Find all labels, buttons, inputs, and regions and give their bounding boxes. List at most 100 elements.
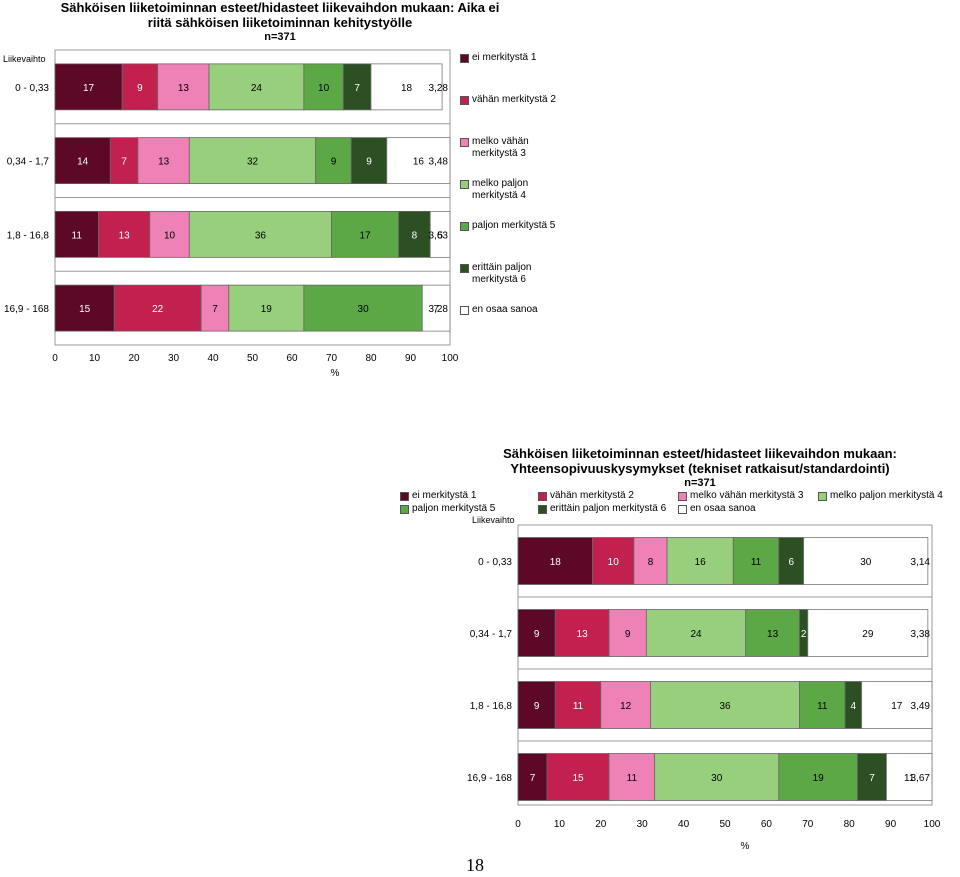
- legend-label: en osaa sanoa: [690, 503, 756, 514]
- data-label: 17: [891, 701, 903, 712]
- bar-segment: [149, 210, 190, 258]
- bar-segment: [370, 63, 443, 111]
- data-label: 14: [77, 157, 89, 168]
- category-label: 1,8 - 16,8: [470, 701, 513, 712]
- bar-segment: [799, 681, 846, 729]
- x-tick-label: 0: [515, 819, 521, 830]
- legend-item: melko vähän merkitystä 3: [678, 490, 803, 502]
- bar-segment: [807, 609, 929, 657]
- bar-segment: [554, 609, 610, 657]
- bar-segment: [778, 753, 858, 801]
- chart1-title-line2: riitä sähköisen liiketoiminnan kehitysty…: [147, 15, 413, 30]
- data-label: 12: [620, 701, 632, 712]
- x-tick-label: 100: [442, 353, 459, 364]
- bar-segment: [861, 681, 933, 729]
- bar-segment: [303, 284, 423, 332]
- x-tick-label: 100: [924, 819, 941, 830]
- average-label: 3,63: [429, 230, 449, 241]
- x-tick-label: 20: [595, 819, 607, 830]
- average-label: 3,49: [911, 701, 931, 712]
- legend-label-line: merkitystä 3: [472, 148, 526, 159]
- legend-swatch: [460, 54, 469, 63]
- legend-label-line: vähän merkitystä 2: [472, 94, 556, 105]
- chart1-title-line1: Sähköisen liiketoiminnan esteet/hidastee…: [60, 0, 500, 15]
- bar-segment: [200, 284, 230, 332]
- data-label: 9: [534, 701, 540, 712]
- bar-segment: [857, 753, 887, 801]
- chart1-title: Sähköisen liiketoiminnan esteet/hidastee…: [50, 0, 510, 45]
- legend-item: melko vähän merkitystä 3: [460, 136, 570, 160]
- data-label: 11: [573, 701, 584, 712]
- data-label: 11: [72, 230, 83, 241]
- bar-segment: [600, 681, 651, 729]
- data-label: 24: [251, 83, 263, 94]
- y-axis-label: Liikevaihto: [3, 54, 46, 64]
- bar-segment: [592, 537, 635, 585]
- data-label: 19: [261, 304, 273, 315]
- legend-swatch: [400, 492, 409, 501]
- x-tick-label: 50: [719, 819, 731, 830]
- x-tick-label: 10: [554, 819, 566, 830]
- average-label: 3,14: [911, 557, 931, 568]
- bar-segment: [331, 210, 400, 258]
- data-label: 11: [817, 701, 828, 712]
- data-label: 19: [813, 773, 825, 784]
- data-label: 36: [255, 230, 267, 241]
- data-label: 10: [164, 230, 176, 241]
- x-tick-label: 70: [802, 819, 814, 830]
- data-label: 13: [767, 629, 779, 640]
- category-label: 0 - 0,33: [478, 557, 512, 568]
- bar-segment: [54, 137, 111, 185]
- x-axis-label: %: [331, 368, 340, 379]
- data-label: 10: [608, 557, 620, 568]
- data-label: 2: [801, 629, 807, 640]
- bar-segment: [121, 63, 159, 111]
- chart2-n-label: n=371: [684, 477, 716, 489]
- bar-segment: [608, 753, 656, 801]
- bar-segment: [113, 284, 202, 332]
- bar-segment: [54, 63, 123, 111]
- legend-swatch: [678, 505, 687, 514]
- data-label: 11: [904, 773, 915, 784]
- legend-label: paljon merkitystä 5: [412, 503, 496, 514]
- x-tick-label: 0: [52, 353, 58, 364]
- chart1-n-label: n=371: [264, 31, 296, 43]
- x-tick-label: 10: [89, 353, 101, 364]
- data-label: 30: [711, 773, 723, 784]
- data-label: 17: [360, 230, 372, 241]
- data-label: 9: [137, 83, 143, 94]
- data-label: 9: [366, 157, 372, 168]
- legend-item: ei merkitystä 1: [400, 490, 476, 502]
- bar-segment: [398, 210, 431, 258]
- bar-segment: [517, 537, 593, 585]
- legend-label-line: en osaa sanoa: [472, 304, 538, 315]
- data-label: 8: [412, 230, 418, 241]
- data-label: 30: [860, 557, 872, 568]
- data-label: 29: [862, 629, 874, 640]
- legend-label-line: erittäin paljon: [472, 262, 532, 273]
- legend-item: melko paljon merkitystä 4: [460, 178, 570, 202]
- data-label: 7: [354, 83, 360, 94]
- bar-segment: [342, 63, 372, 111]
- y-axis-label: Liikevaihto: [472, 515, 515, 525]
- chart2-plot: Liikevaihto 0 - 0,33 18 10 8 16 11 6 30 3,14 0,34 …: [467, 515, 941, 852]
- category-label: 16,9 - 168: [4, 304, 49, 315]
- legend-label: vähän merkitystä 2: [472, 94, 556, 106]
- data-label: 22: [152, 304, 164, 315]
- x-tick-label: 40: [678, 819, 690, 830]
- data-label: 36: [719, 701, 731, 712]
- legend-swatch: [538, 492, 547, 501]
- legend-swatch: [460, 222, 469, 231]
- category-label: 1,8 - 16,8: [7, 230, 50, 241]
- category-label: 16,9 - 168: [467, 773, 512, 784]
- bar-segment: [54, 210, 99, 258]
- bar-segment: [645, 609, 747, 657]
- legend-label: ei merkitystä 1: [412, 490, 477, 501]
- legend-swatch: [460, 180, 469, 189]
- bar-segment: [188, 210, 332, 258]
- legend-label-line: melko vähän: [472, 136, 529, 147]
- average-label: 3,28: [429, 83, 449, 94]
- data-label: 8: [648, 557, 654, 568]
- chart2-title: Sähköisen liiketoiminnan esteet/hidastee…: [470, 446, 930, 491]
- data-label: 13: [577, 629, 589, 640]
